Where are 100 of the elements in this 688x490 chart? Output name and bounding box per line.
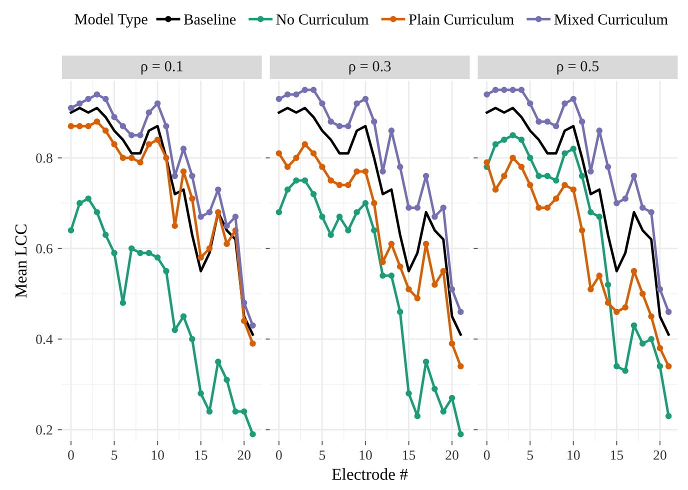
point [630, 172, 638, 180]
point [336, 182, 343, 188]
point [224, 376, 230, 383]
x-tick-label: 20 [654, 450, 666, 460]
point [388, 272, 395, 279]
point [552, 196, 560, 202]
point [354, 209, 360, 216]
point [128, 132, 135, 138]
point [648, 209, 654, 216]
point [354, 168, 360, 175]
point [630, 322, 638, 329]
point [432, 214, 438, 220]
point [206, 209, 213, 216]
point [380, 258, 386, 266]
point [224, 240, 230, 248]
point [189, 172, 196, 180]
point [562, 100, 568, 107]
point [76, 100, 83, 107]
point [206, 408, 213, 415]
point [440, 268, 446, 274]
point [137, 250, 144, 256]
point [154, 100, 161, 107]
point [501, 136, 508, 143]
point [76, 200, 83, 206]
point [240, 318, 248, 324]
point [94, 118, 100, 125]
point [380, 168, 386, 175]
chart-title: ρ = 0.1 [141, 61, 182, 74]
point [189, 196, 196, 202]
point [614, 308, 620, 316]
point [648, 313, 654, 320]
point [630, 268, 638, 274]
point [250, 322, 256, 329]
point [276, 209, 282, 216]
point [422, 172, 430, 180]
legend-label: No Curriculum [276, 14, 369, 25]
point [578, 172, 586, 180]
point [501, 86, 508, 94]
point [552, 177, 560, 184]
point [128, 154, 135, 161]
x-tick-label: 15 [610, 450, 624, 460]
point [206, 245, 213, 252]
point [544, 118, 551, 125]
point [319, 164, 326, 170]
point [640, 204, 646, 211]
point [232, 214, 239, 220]
point [396, 263, 404, 270]
point [215, 358, 222, 365]
point [180, 146, 187, 152]
point [396, 308, 404, 316]
point [570, 96, 577, 102]
point [536, 204, 542, 211]
point [76, 123, 83, 130]
point [388, 128, 395, 134]
point [250, 431, 256, 438]
x-tick-label: 0 [276, 450, 282, 460]
point [432, 386, 438, 392]
point [665, 412, 672, 420]
point [432, 282, 438, 288]
point [111, 114, 118, 120]
point [458, 431, 464, 438]
x-tick-label: 15 [195, 450, 208, 460]
point [604, 164, 612, 170]
point [172, 222, 178, 229]
point [526, 182, 534, 188]
y-tick-label: 0.2 [36, 425, 52, 435]
point [588, 286, 594, 292]
point [224, 222, 230, 229]
point [328, 232, 334, 238]
point [302, 177, 308, 184]
point [120, 154, 126, 161]
point [284, 164, 291, 170]
point [189, 336, 196, 342]
point [137, 159, 144, 166]
point [518, 164, 525, 170]
point [328, 177, 334, 184]
legend-label: Baseline [184, 14, 236, 25]
y-axis-title: Mean LCC [15, 224, 27, 298]
point [111, 141, 118, 148]
point [578, 118, 586, 125]
point [215, 186, 222, 193]
point [284, 186, 291, 193]
point [163, 268, 170, 274]
point [518, 86, 525, 94]
point [180, 313, 187, 320]
point [198, 254, 204, 261]
point [596, 128, 602, 134]
point [484, 159, 490, 166]
point [648, 336, 654, 342]
point [526, 154, 534, 161]
point [640, 340, 646, 347]
point [137, 132, 144, 138]
point [146, 250, 152, 256]
y-tick-label: 0.6 [36, 244, 52, 254]
point [85, 196, 92, 202]
point [622, 368, 628, 374]
point [293, 91, 300, 98]
point [276, 96, 282, 102]
x-axis-title: Electrode # [332, 468, 408, 480]
point [588, 168, 594, 175]
